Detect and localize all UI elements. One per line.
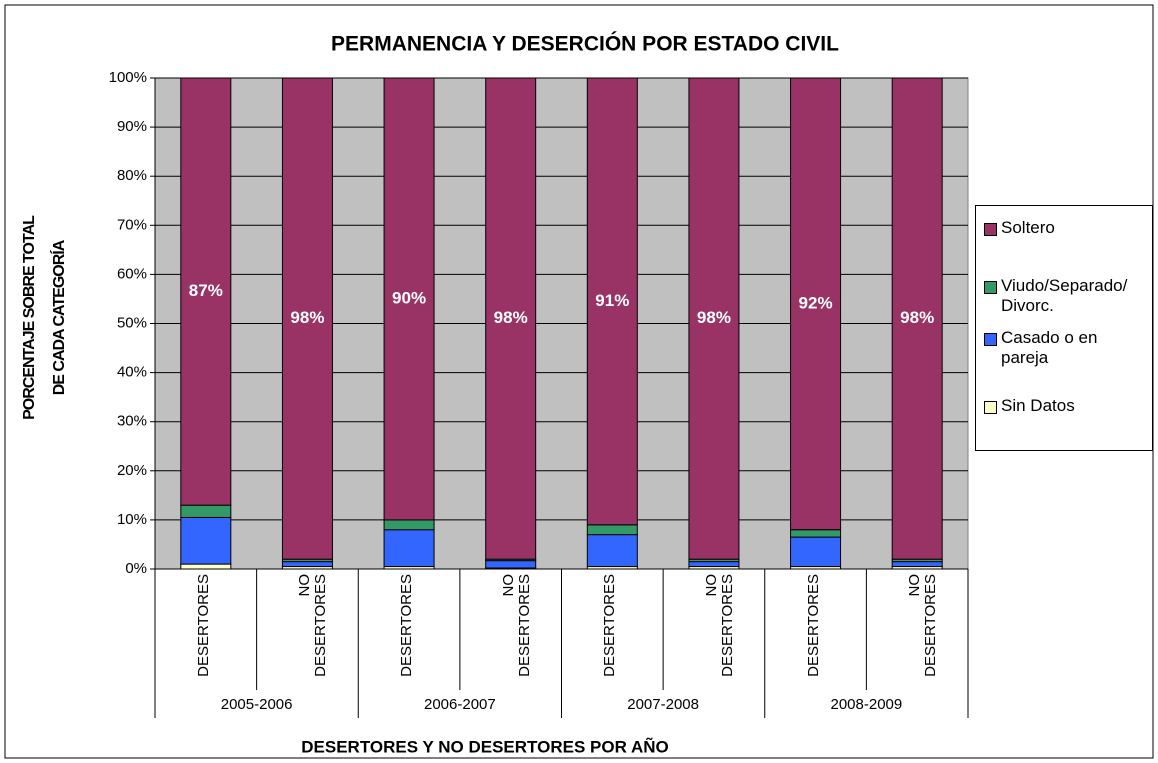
- bar-segment: [688, 77, 740, 560]
- y-tick-label: 20%: [117, 462, 147, 479]
- legend: Soltero Viudo/Separado/Divorc. Casado o en…: [975, 205, 1153, 451]
- bar-segment: [383, 519, 435, 531]
- group-label: 2007-2008: [627, 696, 699, 713]
- y-tick-label: 50%: [117, 314, 147, 331]
- bar-segment: [688, 561, 740, 568]
- y-tick-label: 0%: [125, 560, 147, 577]
- data-label: 92%: [799, 293, 833, 312]
- y-tick-label: 100%: [109, 69, 147, 86]
- bar-segment: [891, 561, 943, 568]
- x-tick-label: NO DESERTORES: [296, 574, 330, 677]
- bar-segment: [180, 77, 232, 506]
- legend-swatch: [984, 333, 997, 346]
- bar-segment: [586, 77, 638, 526]
- bar-segment: [180, 504, 232, 518]
- bar-segment: [180, 516, 232, 565]
- bar-segment: [586, 534, 638, 568]
- bar-segment: [485, 560, 537, 569]
- y-axis-title: PORCENTAJE SOBRE TOTAL: [21, 215, 38, 420]
- bar-segment: [891, 77, 943, 560]
- bar-segment: [790, 77, 842, 531]
- bar-segment: [180, 563, 232, 570]
- legend-swatch: [984, 401, 997, 414]
- legend-item: Casado o en pareja: [984, 328, 1144, 368]
- x-tick-label: NO DESERTORES: [702, 574, 736, 677]
- y-tick-label: 80%: [117, 167, 147, 184]
- data-label: 91%: [595, 291, 629, 310]
- legend-swatch: [984, 223, 997, 236]
- legend-label: Casado o en pareja: [1001, 328, 1098, 367]
- bar-segment: [790, 529, 842, 538]
- y-axis-title: DE CADA CATEGORÍA: [49, 239, 68, 395]
- y-tick-label: 90%: [117, 118, 147, 135]
- bar-segment: [281, 561, 333, 568]
- group-label: 2005-2006: [221, 696, 293, 713]
- data-label: 98%: [290, 308, 324, 327]
- y-tick-label: 60%: [117, 265, 147, 282]
- x-tick-label: NO DESERTORES: [906, 574, 940, 677]
- legend-label: Soltero: [1001, 218, 1055, 237]
- y-tick-label: 30%: [117, 413, 147, 430]
- group-label: 2008-2009: [831, 696, 903, 713]
- legend-swatch: [984, 281, 997, 294]
- x-tick-label: DESERTORES: [194, 574, 212, 677]
- bar-segment: [383, 77, 435, 521]
- legend-label: Viudo/Separado/Divorc.: [1001, 276, 1128, 315]
- bar-segment: [383, 529, 435, 568]
- data-label: 98%: [494, 308, 528, 327]
- legend-item: Viudo/Separado/Divorc.: [984, 276, 1144, 316]
- bar-segment: [586, 524, 638, 536]
- legend-item: Soltero: [984, 218, 1144, 238]
- legend-label: Sin Datos: [1001, 396, 1075, 415]
- data-label: 90%: [392, 288, 426, 307]
- x-tick-label: DESERTORES: [398, 574, 416, 677]
- y-tick-label: 10%: [117, 511, 147, 528]
- x-tick-label: DESERTORES: [601, 574, 619, 677]
- x-tick-label: NO DESERTORES: [499, 574, 533, 677]
- chart-title: PERMANENCIA Y DESERCIÓN POR ESTADO CIVIL: [331, 32, 839, 56]
- y-tick-label: 40%: [117, 364, 147, 381]
- bar-segment: [281, 77, 333, 560]
- data-label: 87%: [189, 281, 223, 300]
- data-label: 98%: [697, 308, 731, 327]
- data-label: 98%: [900, 308, 934, 327]
- y-tick-label: 70%: [117, 216, 147, 233]
- legend-item: Sin Datos: [984, 396, 1144, 416]
- group-label: 2006-2007: [424, 696, 496, 713]
- bar-segment: [790, 536, 842, 568]
- x-tick-label: DESERTORES: [804, 574, 822, 677]
- x-axis-title: DESERTORES Y NO DESERTORES POR AÑO: [301, 736, 668, 756]
- bar-segment: [485, 77, 537, 560]
